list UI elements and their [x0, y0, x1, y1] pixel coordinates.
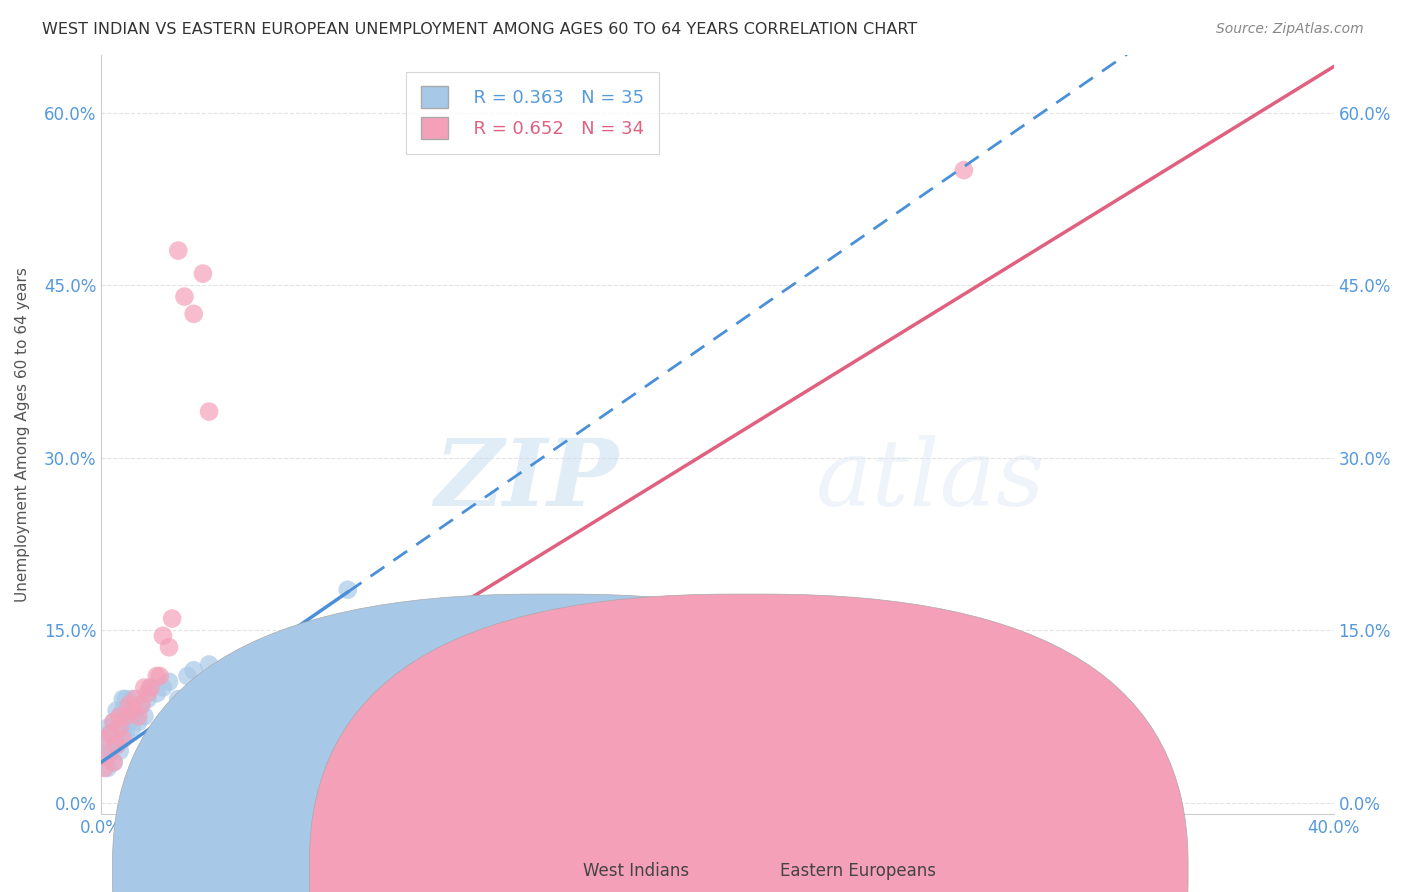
Point [198, 404, 221, 418]
Point [115, 726, 138, 740]
Point [115, 709, 138, 723]
Point [176, 669, 198, 683]
Point [111, 732, 134, 747]
Point [139, 681, 162, 695]
Point [127, 714, 149, 729]
Point [173, 290, 195, 304]
Point [160, 611, 183, 625]
Point [124, 692, 146, 706]
Point [136, 692, 159, 706]
Point [145, 686, 167, 700]
Text: Source: ZipAtlas.com: Source: ZipAtlas.com [1216, 22, 1364, 37]
Point [121, 704, 143, 718]
Point [100, 726, 122, 740]
Point [105, 738, 128, 752]
Point [111, 704, 134, 718]
Point [152, 629, 174, 643]
Text: Eastern Europeans: Eastern Europeans [780, 863, 936, 880]
Point [214, 686, 236, 700]
Point [103, 714, 125, 729]
Point [103, 756, 125, 770]
Point [167, 244, 190, 258]
Text: atlas: atlas [815, 435, 1046, 525]
Point [134, 681, 156, 695]
Point [100, 726, 122, 740]
Point [121, 721, 143, 735]
Point [198, 657, 221, 672]
Legend:   R = 0.363   N = 35,   R = 0.652   N = 34: R = 0.363 N = 35, R = 0.652 N = 34 [406, 71, 659, 153]
Y-axis label: Unemployment Among Ages 60 to 64 years: Unemployment Among Ages 60 to 64 years [15, 267, 30, 602]
Text: ZIP: ZIP [434, 435, 619, 525]
Point [105, 704, 128, 718]
Point [207, 686, 229, 700]
Point [108, 709, 131, 723]
Text: WEST INDIAN VS EASTERN EUROPEAN UNEMPLOYMENT AMONG AGES 60 TO 64 YEARS CORRELATI: WEST INDIAN VS EASTERN EUROPEAN UNEMPLOY… [42, 22, 918, 37]
Point [105, 738, 128, 752]
Point [118, 698, 141, 712]
Point [93, 749, 115, 764]
Point [93, 732, 115, 747]
Point [124, 704, 146, 718]
Point [134, 709, 156, 723]
Point [93, 761, 115, 775]
Point [118, 714, 141, 729]
Point [103, 714, 125, 729]
Point [121, 692, 143, 706]
Point [96, 721, 118, 735]
Point [136, 686, 159, 700]
Point [183, 663, 205, 677]
Point [103, 756, 125, 770]
Point [111, 726, 134, 740]
Point [149, 669, 172, 683]
Point [139, 681, 162, 695]
Point [108, 721, 131, 735]
Point [100, 744, 122, 758]
Point [96, 761, 118, 775]
Point [111, 692, 134, 706]
Point [953, 163, 976, 178]
Point [214, 698, 236, 712]
Point [118, 698, 141, 712]
Text: West Indians: West Indians [583, 863, 689, 880]
Point [129, 698, 152, 712]
Point [336, 582, 359, 597]
Point [108, 744, 131, 758]
Point [183, 307, 205, 321]
Point [93, 732, 115, 747]
Point [274, 692, 297, 706]
Point [115, 692, 138, 706]
Point [127, 709, 149, 723]
Point [96, 749, 118, 764]
Point [152, 681, 174, 695]
Point [129, 698, 152, 712]
Point [108, 709, 131, 723]
Point [157, 640, 180, 655]
Point [167, 692, 190, 706]
Point [145, 669, 167, 683]
Point [157, 674, 180, 689]
Point [191, 267, 214, 281]
